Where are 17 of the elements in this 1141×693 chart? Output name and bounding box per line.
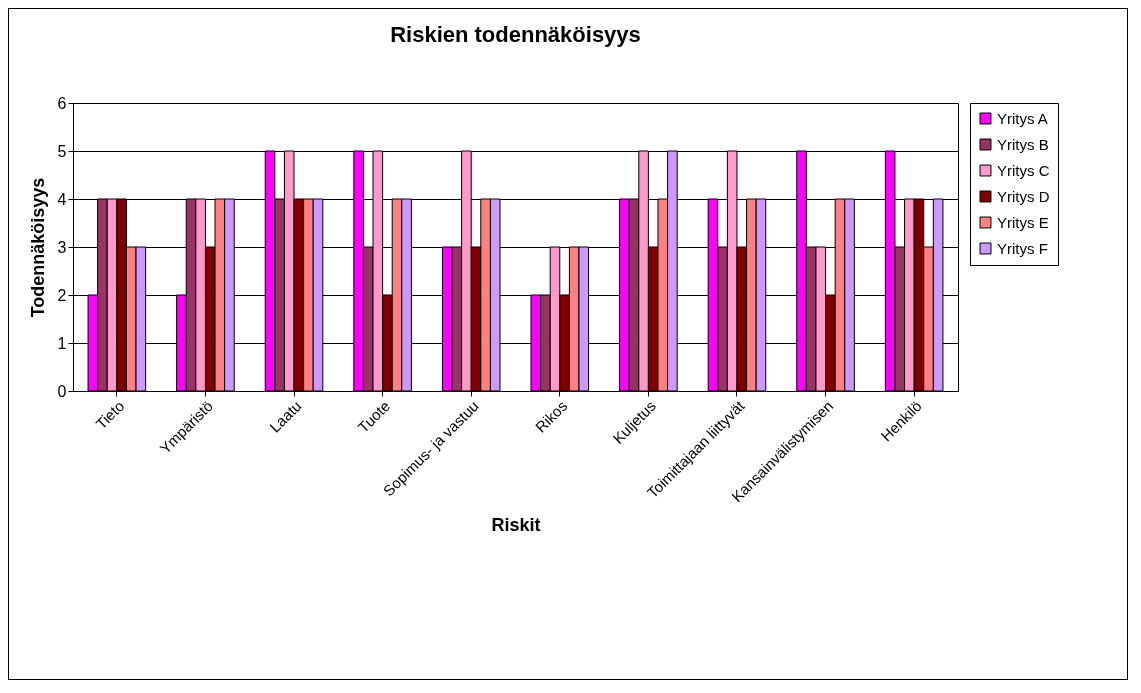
- y-tick-label: 0: [57, 382, 67, 400]
- y-tick-label: 1: [57, 334, 67, 352]
- y-tick-label: 2: [57, 286, 67, 304]
- y-tick-label: 6: [57, 94, 67, 112]
- y-tick-label: 4: [57, 190, 67, 208]
- x-tick-label: Tieto: [92, 397, 128, 433]
- legend-label: Yritys B: [997, 135, 1049, 153]
- legend-label: Yritys F: [997, 239, 1048, 257]
- legend-label: Yritys C: [997, 161, 1050, 179]
- chart-title: Riskien todennäköisyys: [390, 22, 641, 47]
- y-axis-title: Todennäköisyys: [27, 177, 48, 318]
- y-tick-label: 3: [57, 238, 67, 256]
- y-tick-label: 5: [57, 142, 67, 160]
- legend-label: Yritys D: [997, 187, 1050, 205]
- legend-label: Yritys A: [997, 109, 1048, 127]
- x-axis-title: Riskit: [491, 515, 541, 536]
- legend-label: Yritys E: [997, 213, 1049, 231]
